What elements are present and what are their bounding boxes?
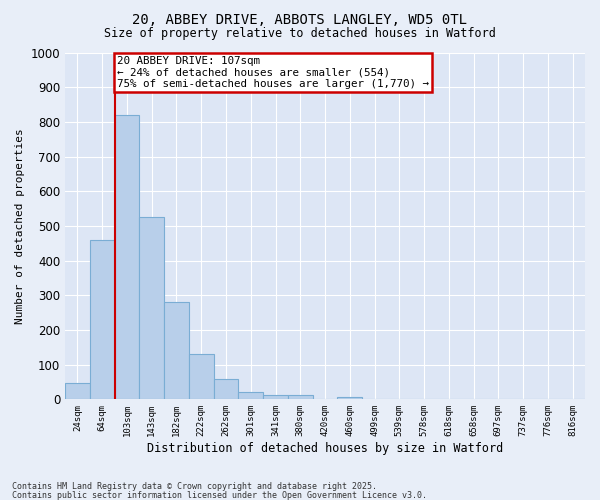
- Bar: [115, 115, 139, 400]
- Bar: [90, 240, 115, 400]
- Y-axis label: Number of detached properties: Number of detached properties: [15, 128, 25, 324]
- X-axis label: Distribution of detached houses by size in Watford: Distribution of detached houses by size …: [147, 442, 503, 455]
- Text: 20 ABBEY DRIVE: 107sqm
← 24% of detached houses are smaller (554)
75% of semi-de: 20 ABBEY DRIVE: 107sqm ← 24% of detached…: [117, 56, 429, 89]
- Text: Size of property relative to detached houses in Watford: Size of property relative to detached ho…: [104, 28, 496, 40]
- Bar: [139, 217, 164, 400]
- Bar: [288, 395, 313, 400]
- Bar: [65, 383, 90, 400]
- Bar: [164, 302, 189, 400]
- Bar: [337, 396, 362, 400]
- Bar: [214, 378, 238, 400]
- Bar: [189, 354, 214, 400]
- Text: Contains HM Land Registry data © Crown copyright and database right 2025.: Contains HM Land Registry data © Crown c…: [12, 482, 377, 491]
- Text: Contains public sector information licensed under the Open Government Licence v3: Contains public sector information licen…: [12, 490, 427, 500]
- Bar: [263, 395, 288, 400]
- Text: 20, ABBEY DRIVE, ABBOTS LANGLEY, WD5 0TL: 20, ABBEY DRIVE, ABBOTS LANGLEY, WD5 0TL: [133, 12, 467, 26]
- Bar: [238, 392, 263, 400]
